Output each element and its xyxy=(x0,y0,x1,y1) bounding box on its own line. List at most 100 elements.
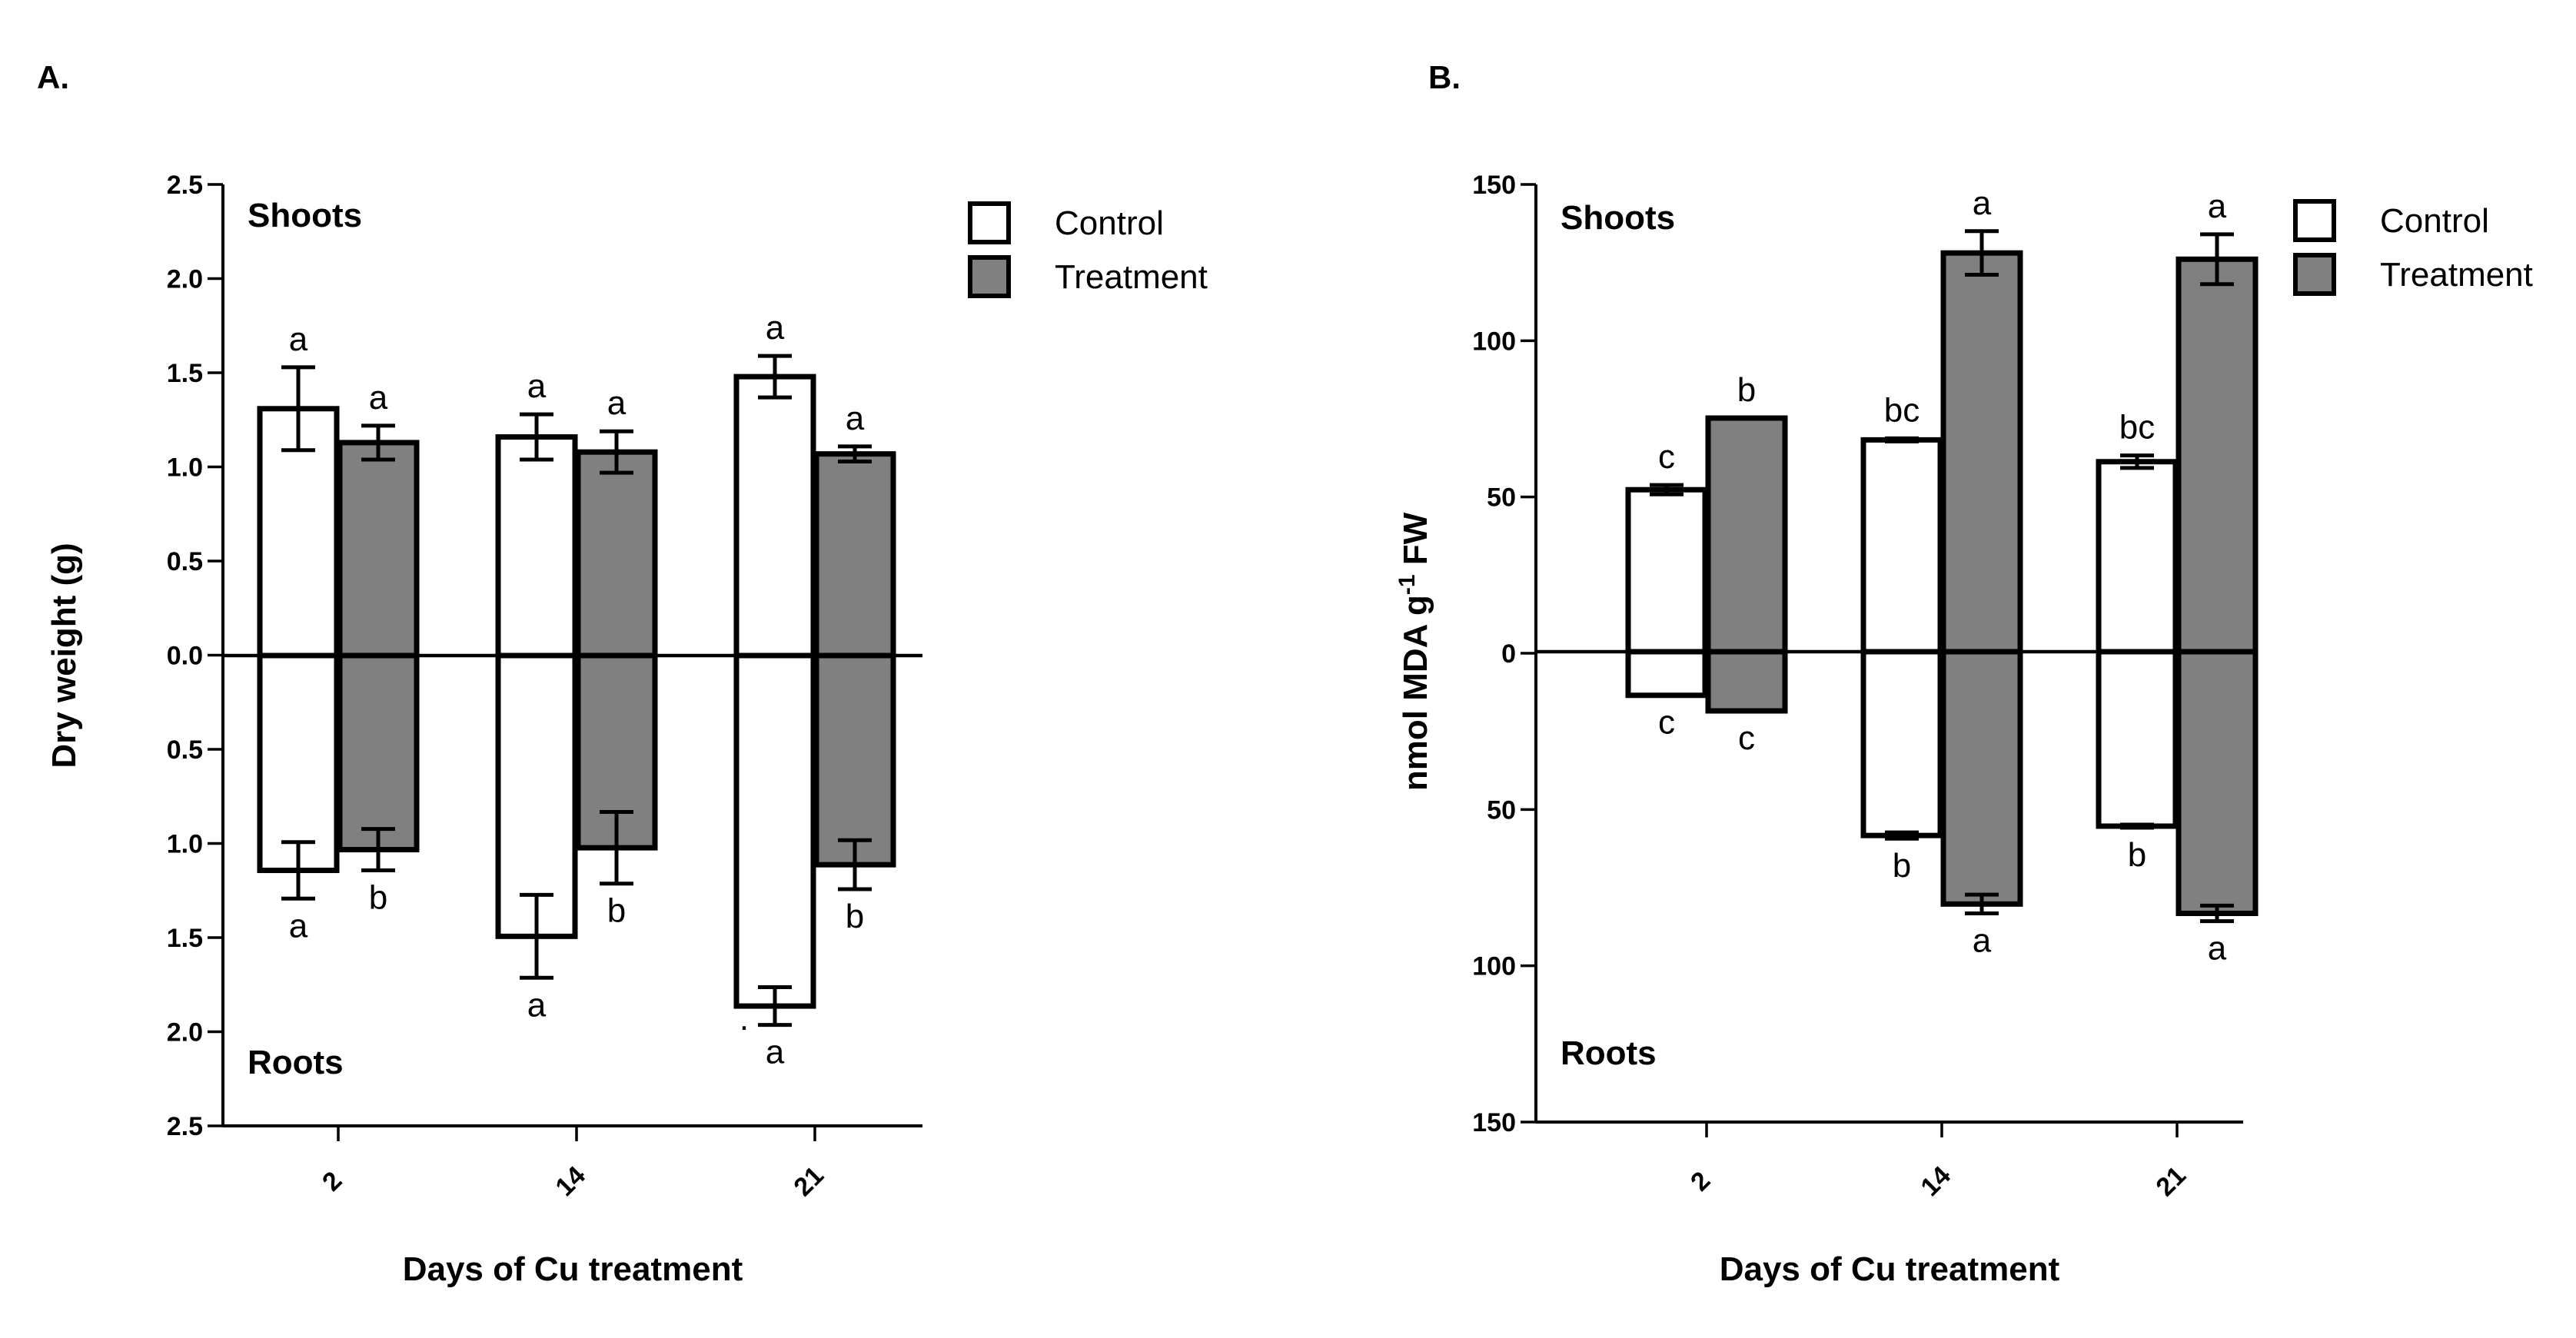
bar-shoots-treatment-14-b xyxy=(1940,250,2023,655)
legend-swatch-control-b xyxy=(2293,199,2336,242)
y-tick-label-b: 100 xyxy=(1472,952,1516,981)
sig-label-roots-control-14-b: b xyxy=(1893,847,1911,885)
bar-shoots-treatment-14-a xyxy=(575,449,658,659)
sig-label-shoots-treatment-14-a: a xyxy=(607,384,627,422)
y-tick-label-a: 1.5 xyxy=(167,359,203,388)
bar-shoots-treatment-2-b xyxy=(1705,415,1788,655)
sig-label-shoots-treatment-2-a: a xyxy=(369,379,388,417)
sig-label-shoots-control-14-b: bc xyxy=(1884,391,1920,429)
bar-roots-control-21-a xyxy=(733,652,816,1009)
bar-shoots-treatment-2-a xyxy=(337,440,420,659)
error-bar-roots-control-14-a xyxy=(520,892,553,980)
shoots-label-b: Shoots xyxy=(1561,199,1675,237)
sig-label-shoots-control-14-a: a xyxy=(527,367,547,405)
sig-label-roots-control-14-a: a xyxy=(527,986,547,1024)
error-bar-shoots-treatment-14-a xyxy=(600,429,633,475)
x-axis-title-b: Days of Cu treatment xyxy=(1720,1250,2060,1288)
sig-label-roots-treatment-21-a: b xyxy=(846,898,864,935)
legend-label-control-b: Control xyxy=(2380,202,2489,240)
legend-swatch-treatment-a xyxy=(968,255,1011,298)
y-tick-label-a: 1.5 xyxy=(167,924,203,953)
legend-label-control-a: Control xyxy=(1055,204,1164,242)
sig-label-shoots-treatment-14-b: a xyxy=(1973,184,1992,222)
bar-roots-treatment-21-b xyxy=(2175,649,2259,916)
y-tick-label-b: 50 xyxy=(1487,483,1516,513)
sig-label-roots-treatment-2-a: b xyxy=(369,879,387,917)
sig-label-roots-control-2-b: c xyxy=(1658,704,1675,742)
y-tick-label-a: 2.0 xyxy=(167,265,203,294)
y-tick-label-b: 50 xyxy=(1487,795,1516,825)
sig-label-roots-control-2-a: a xyxy=(289,907,308,945)
panel-b: B. 150 100 50 0 50 100 150 2 14 21 Days of Cu treat… xyxy=(1299,0,2576,1338)
y-tick-label-a: 2.5 xyxy=(167,171,203,200)
y-tick-label-a: 2.0 xyxy=(167,1018,203,1047)
bar-roots-control-2-b xyxy=(1625,649,1708,699)
error-bar-roots-treatment-21-b xyxy=(2200,903,2234,924)
bar-shoots-control-14-a xyxy=(495,434,578,659)
y-tick-label-b: 100 xyxy=(1472,327,1516,356)
legend-label-treatment-a: Treatment xyxy=(1055,258,1208,296)
bar-roots-treatment-14-b xyxy=(1940,649,2023,907)
bar-roots-control-14-a xyxy=(495,652,578,939)
bar-roots-treatment-2-b xyxy=(1705,649,1788,714)
error-bar-shoots-control-14-a xyxy=(520,412,553,462)
error-bar-roots-treatment-21-a xyxy=(838,838,872,891)
y-axis-title-unit: FW xyxy=(1397,512,1434,574)
error-bar-shoots-control-2-b xyxy=(1650,483,1684,496)
annotation-dot-a: . xyxy=(740,1000,749,1038)
error-bar-shoots-control-14-b xyxy=(1885,436,1919,443)
legend-swatch-control-a xyxy=(968,201,1011,244)
y-tick-label-b: 0 xyxy=(1501,639,1516,669)
sig-label-shoots-control-2-a: a xyxy=(289,320,308,358)
bar-shoots-control-21-b xyxy=(2096,459,2179,655)
error-bar-shoots-treatment-2-a xyxy=(361,423,395,462)
sig-label-shoots-treatment-2-b: b xyxy=(1737,371,1756,409)
y-tick-label-b: 150 xyxy=(1472,171,1516,200)
bar-roots-control-2-a xyxy=(257,652,340,874)
error-bar-roots-control-21-a xyxy=(758,985,792,1028)
x-tick-label-b: 21 xyxy=(2150,1160,2192,1202)
x-tick-label-a: 14 xyxy=(550,1160,591,1202)
y-tick-label-b: 150 xyxy=(1472,1108,1516,1137)
sig-label-roots-treatment-2-b: c xyxy=(1738,719,1755,757)
error-bar-shoots-control-21-a xyxy=(758,354,792,400)
sig-label-roots-treatment-14-a: b xyxy=(607,892,626,930)
y-axis-title-a: Dry weight (g) xyxy=(45,543,83,768)
bar-roots-control-21-b xyxy=(2096,649,2179,829)
sig-label-roots-control-21-b: b xyxy=(2128,836,2146,874)
x-tick-label-b: 14 xyxy=(1915,1160,1956,1202)
panel-a: A. 2.5 2.0 1.5 1.0 0.5 0.0 0.5 1.0 1.5 2.0 2.5 2 14 21… xyxy=(37,59,1208,1288)
bar-shoots-control-21-a xyxy=(733,374,816,659)
panel-letter-a: A. xyxy=(37,59,69,95)
y-tick-label-a: 2.5 xyxy=(167,1112,203,1141)
error-bar-shoots-control-2-a xyxy=(281,365,315,453)
sig-label-roots-treatment-14-b: a xyxy=(1973,921,1992,959)
error-bar-roots-treatment-2-a xyxy=(361,827,395,873)
bar-roots-control-14-b xyxy=(1860,649,1943,838)
y-tick-label-a: 0.5 xyxy=(167,547,203,576)
y-tick-label-a: 0.5 xyxy=(167,735,203,765)
bar-shoots-treatment-21-b xyxy=(2175,256,2259,655)
bar-shoots-control-2-b xyxy=(1625,486,1708,655)
error-bar-shoots-treatment-21-a xyxy=(838,444,872,463)
sig-label-shoots-control-21-a: a xyxy=(766,309,785,347)
y-tick-label-a: 1.0 xyxy=(167,830,203,859)
sig-label-shoots-control-21-b: bc xyxy=(2119,409,2155,447)
x-axis-title-a: Days of Cu treatment xyxy=(403,1250,743,1288)
panel-letter-b: B. xyxy=(1428,59,1461,95)
y-tick-label-a: 0.0 xyxy=(167,642,203,671)
x-tick-label-a: 2 xyxy=(317,1166,347,1197)
roots-label-a: Roots xyxy=(248,1044,344,1081)
y-axis-title-b: nmol MDA g-1 FW xyxy=(1394,512,1434,791)
y-axis-title-main: nmol MDA g xyxy=(1397,595,1434,791)
error-bar-roots-treatment-14-a xyxy=(600,810,633,886)
legend-label-treatment-b: Treatment xyxy=(2380,256,2533,294)
bar-roots-treatment-21-a xyxy=(813,652,896,868)
bar-shoots-treatment-21-a xyxy=(813,451,896,659)
error-bar-roots-control-14-b xyxy=(1885,830,1919,841)
x-tick-label-b: 2 xyxy=(1685,1166,1716,1197)
error-bar-roots-treatment-14-b xyxy=(1965,892,1999,915)
roots-label-b: Roots xyxy=(1561,1034,1657,1072)
bar-roots-treatment-2-a xyxy=(337,652,420,853)
shoots-label-a: Shoots xyxy=(248,197,362,234)
